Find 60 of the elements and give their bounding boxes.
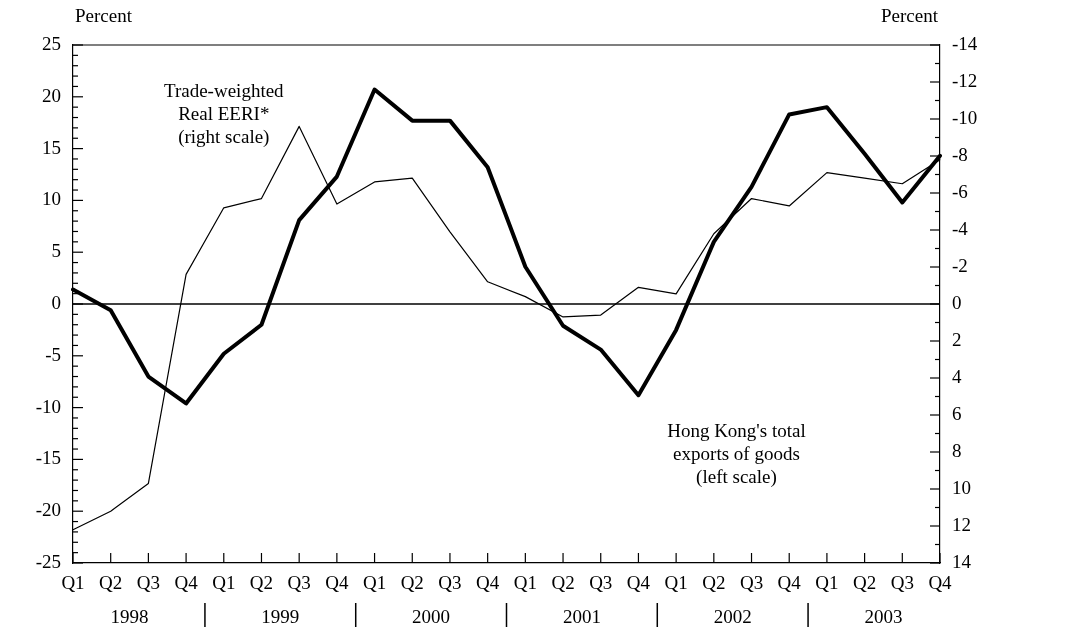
y2-tick-label: -4: [952, 217, 969, 239]
y2-tick-label: 4: [952, 365, 962, 387]
y-tick-label: 0: [51, 291, 61, 313]
y-tick-label: 15: [42, 136, 61, 158]
y-axis-title: Percent: [75, 5, 133, 26]
y-tick-label: 25: [42, 32, 61, 54]
x-tick-label: Q3: [438, 572, 462, 594]
y-tick-label: 5: [51, 240, 61, 262]
x-tick-label: Q1: [61, 572, 85, 594]
y-tick-label: -20: [35, 499, 61, 521]
x-tick-label: Q4: [777, 572, 802, 594]
text: 1999: [261, 606, 300, 627]
text: 2000: [412, 606, 451, 627]
x-tick-label: Q2: [249, 572, 274, 594]
text: 2003: [864, 606, 903, 627]
x-tick-label: Q4: [174, 572, 199, 594]
series-label: Trade-weighted Real EERI* (right scale): [163, 79, 285, 148]
x-tick-label: Q1: [664, 572, 688, 594]
x-tick-label: Q4: [626, 572, 651, 594]
y2-tick-label: 0: [952, 291, 962, 313]
x-tick-label: Q4: [928, 572, 953, 594]
y-tick-label: -25: [35, 550, 61, 572]
x-tick-label: Q1: [212, 572, 236, 594]
y-tick-label: -15: [35, 447, 61, 469]
y2-tick-label: -14: [952, 32, 978, 54]
y-tick-label: -10: [35, 395, 61, 417]
y2-tick-label: 12: [952, 513, 971, 535]
y2-axis-title: Percent: [881, 5, 939, 26]
x-tick-label: Q3: [589, 572, 613, 594]
x-tick-label: Q1: [362, 572, 387, 594]
x-tick-label: Q3: [287, 572, 311, 594]
y2-tick-label: -2: [952, 254, 968, 276]
y2-tick-label: -6: [952, 180, 968, 202]
x-tick-label: Q3: [739, 572, 764, 594]
y2-tick-label: 14: [952, 550, 972, 572]
x-tick-label: Q2: [99, 572, 123, 594]
x-tick-label: Q2: [400, 572, 424, 594]
x-tick-label: Q4: [476, 572, 500, 594]
y-tick-label: -5: [45, 343, 61, 365]
y2-tick-label: 2: [952, 328, 962, 350]
text: 2001: [562, 606, 601, 627]
text: Hong Kong's total exports of goods (left scale): [667, 420, 806, 489]
x-tick-label: Q3: [136, 572, 161, 594]
x-tick-label: Q2: [551, 572, 575, 594]
x-tick-label: Q1: [513, 572, 537, 594]
y2-tick-label: -8: [952, 143, 968, 165]
x-tick-label: Q2: [852, 572, 877, 594]
text: 1998: [110, 606, 149, 627]
y2-tick-label: 8: [952, 439, 962, 461]
x-tick-label: Q2: [702, 572, 726, 594]
y-tick-label: 10: [42, 188, 61, 210]
x-tick-label: Q4: [325, 572, 349, 594]
y2-tick-label: -12: [952, 69, 978, 91]
y2-tick-label: -10: [952, 106, 978, 128]
y-tick-label: 20: [42, 84, 61, 106]
y2-tick-label: 10: [952, 476, 971, 498]
y2-tick-label: 6: [952, 402, 962, 424]
x-tick-label: Q1: [815, 572, 839, 594]
text: 2002: [713, 606, 752, 627]
x-tick-label: Q3: [890, 572, 914, 594]
